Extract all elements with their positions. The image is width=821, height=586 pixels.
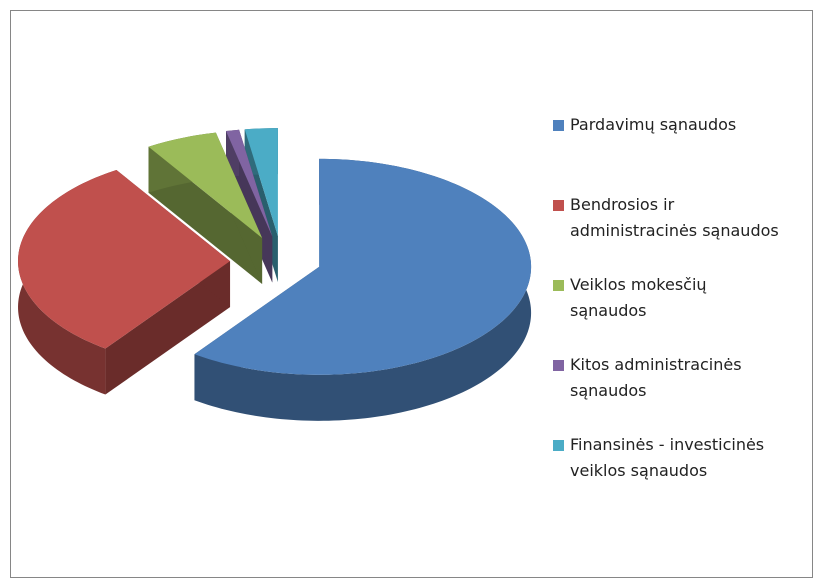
legend: Pardavimų sąnaudos Bendrosios ir administ… <box>553 112 783 512</box>
legend-item: Kitos administracinės sąnaudos <box>553 352 783 432</box>
legend-item: Pardavimų sąnaudos <box>553 112 783 192</box>
slice <box>244 128 278 237</box>
legend-label: Bendrosios ir administracinės sąnaudos <box>570 195 779 240</box>
slice <box>194 158 532 375</box>
legend-label: Veiklos mokesčių sąnaudos <box>570 275 707 320</box>
slice <box>226 129 273 237</box>
slice <box>18 169 231 349</box>
legend-item: Bendrosios ir administracinės sąnaudos <box>553 192 783 272</box>
legend-swatch <box>553 280 564 291</box>
slice-side <box>105 261 231 395</box>
legend-swatch <box>553 120 564 131</box>
legend-label: Kitos administracinės sąnaudos <box>570 355 742 400</box>
legend-label: Pardavimų sąnaudos <box>570 115 737 134</box>
legend-swatch <box>553 200 564 211</box>
legend-label: Finansinės - investicinės veiklos sąnaud… <box>570 435 765 480</box>
legend-item: Finansinės - investicinės veiklos sąnaud… <box>553 432 783 512</box>
legend-item: Veiklos mokesčių sąnaudos <box>553 272 783 352</box>
legend-swatch <box>553 360 564 371</box>
chart-frame <box>10 10 813 578</box>
legend-swatch <box>553 440 564 451</box>
slice <box>148 132 263 238</box>
